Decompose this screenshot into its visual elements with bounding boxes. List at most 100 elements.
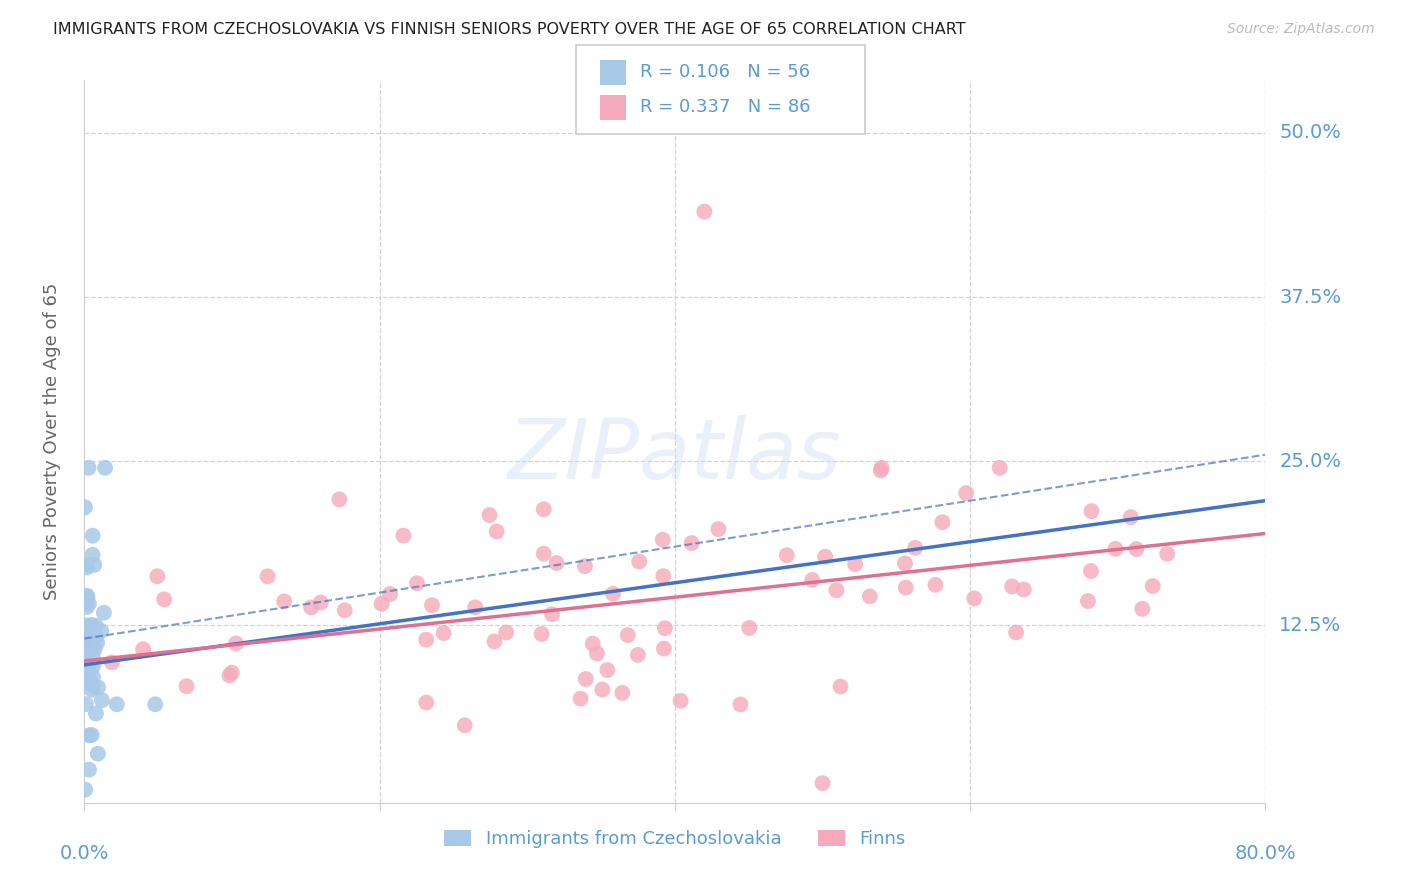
Point [82, 649, 104, 664]
Point [931, 515, 953, 529]
Legend: Immigrants from Czechoslovakia, Finns: Immigrants from Czechoslovakia, Finns [437, 822, 912, 855]
Text: 12.5%: 12.5% [1279, 616, 1341, 635]
Point [530, 627, 553, 641]
Point [256, 569, 278, 583]
Point [225, 636, 247, 650]
Point [1156, 547, 1178, 561]
Point [1130, 602, 1153, 616]
Point [730, 698, 752, 712]
Point [76, 652, 98, 666]
Point [87, 747, 110, 761]
Point [77, 663, 100, 677]
Point [924, 578, 946, 592]
Point [420, 598, 443, 612]
Point [464, 600, 486, 615]
Point [859, 590, 882, 604]
Point [77, 660, 100, 674]
Point [955, 486, 977, 500]
Text: ZIPatlas: ZIPatlas [508, 416, 842, 497]
Point [82, 678, 104, 692]
Point [869, 463, 891, 477]
Text: 80.0%: 80.0% [1234, 845, 1296, 863]
Point [73, 675, 96, 690]
Text: Source: ZipAtlas.com: Source: ZipAtlas.com [1227, 22, 1375, 37]
Point [273, 594, 295, 608]
Point [82, 670, 104, 684]
Point [80, 618, 103, 632]
Point [75, 635, 97, 649]
Y-axis label: Seniors Poverty Over the Age of 65: Seniors Poverty Over the Age of 65 [42, 283, 60, 600]
Point [574, 559, 596, 574]
Point [596, 663, 619, 677]
Point [333, 603, 356, 617]
Point [82, 548, 104, 562]
Point [75, 558, 97, 572]
Point [87, 681, 110, 695]
Point [77, 669, 100, 683]
Point [738, 621, 761, 635]
Text: 25.0%: 25.0% [1279, 451, 1341, 471]
Point [693, 204, 716, 219]
Point [76, 600, 98, 615]
Point [681, 536, 703, 550]
Point [143, 698, 166, 712]
Text: 0.0%: 0.0% [59, 845, 110, 863]
Point [432, 626, 454, 640]
Point [80, 728, 103, 742]
Point [84, 706, 107, 721]
Point [569, 691, 592, 706]
Point [484, 634, 506, 648]
Point [1142, 579, 1164, 593]
Point [582, 637, 605, 651]
Point [652, 569, 675, 583]
Point [988, 460, 1011, 475]
Point [378, 587, 401, 601]
Point [83, 641, 105, 656]
Point [814, 549, 837, 564]
Point [76, 590, 98, 604]
Point [221, 665, 243, 680]
Point [602, 587, 624, 601]
Point [80, 637, 103, 651]
Point [153, 592, 176, 607]
Point [84, 618, 107, 632]
Point [776, 548, 799, 562]
Point [75, 697, 97, 711]
Point [406, 576, 429, 591]
Point [894, 581, 917, 595]
Point [218, 668, 240, 682]
Point [77, 597, 100, 611]
Point [541, 607, 564, 622]
Point [801, 573, 824, 587]
Point [485, 524, 508, 539]
Point [76, 589, 98, 603]
Point [82, 529, 104, 543]
Point [76, 668, 98, 682]
Point [76, 637, 98, 651]
Point [77, 676, 100, 690]
Point [101, 656, 124, 670]
Point [1125, 542, 1147, 557]
Point [628, 554, 651, 568]
Point [82, 659, 104, 673]
Point [495, 625, 517, 640]
Point [77, 460, 100, 475]
Point [93, 606, 115, 620]
Point [904, 541, 927, 555]
Point [80, 621, 103, 635]
Text: R = 0.337   N = 86: R = 0.337 N = 86 [640, 98, 810, 116]
Point [90, 693, 112, 707]
Point [533, 502, 555, 516]
Point [627, 648, 650, 662]
Point [963, 591, 986, 606]
Point [392, 528, 415, 542]
Point [575, 672, 598, 686]
Text: 37.5%: 37.5% [1279, 287, 1341, 307]
Point [1080, 504, 1102, 518]
Point [75, 782, 97, 797]
Point [454, 718, 477, 732]
Point [76, 560, 98, 574]
Point [844, 557, 866, 571]
Point [90, 624, 112, 638]
Point [1001, 579, 1024, 593]
